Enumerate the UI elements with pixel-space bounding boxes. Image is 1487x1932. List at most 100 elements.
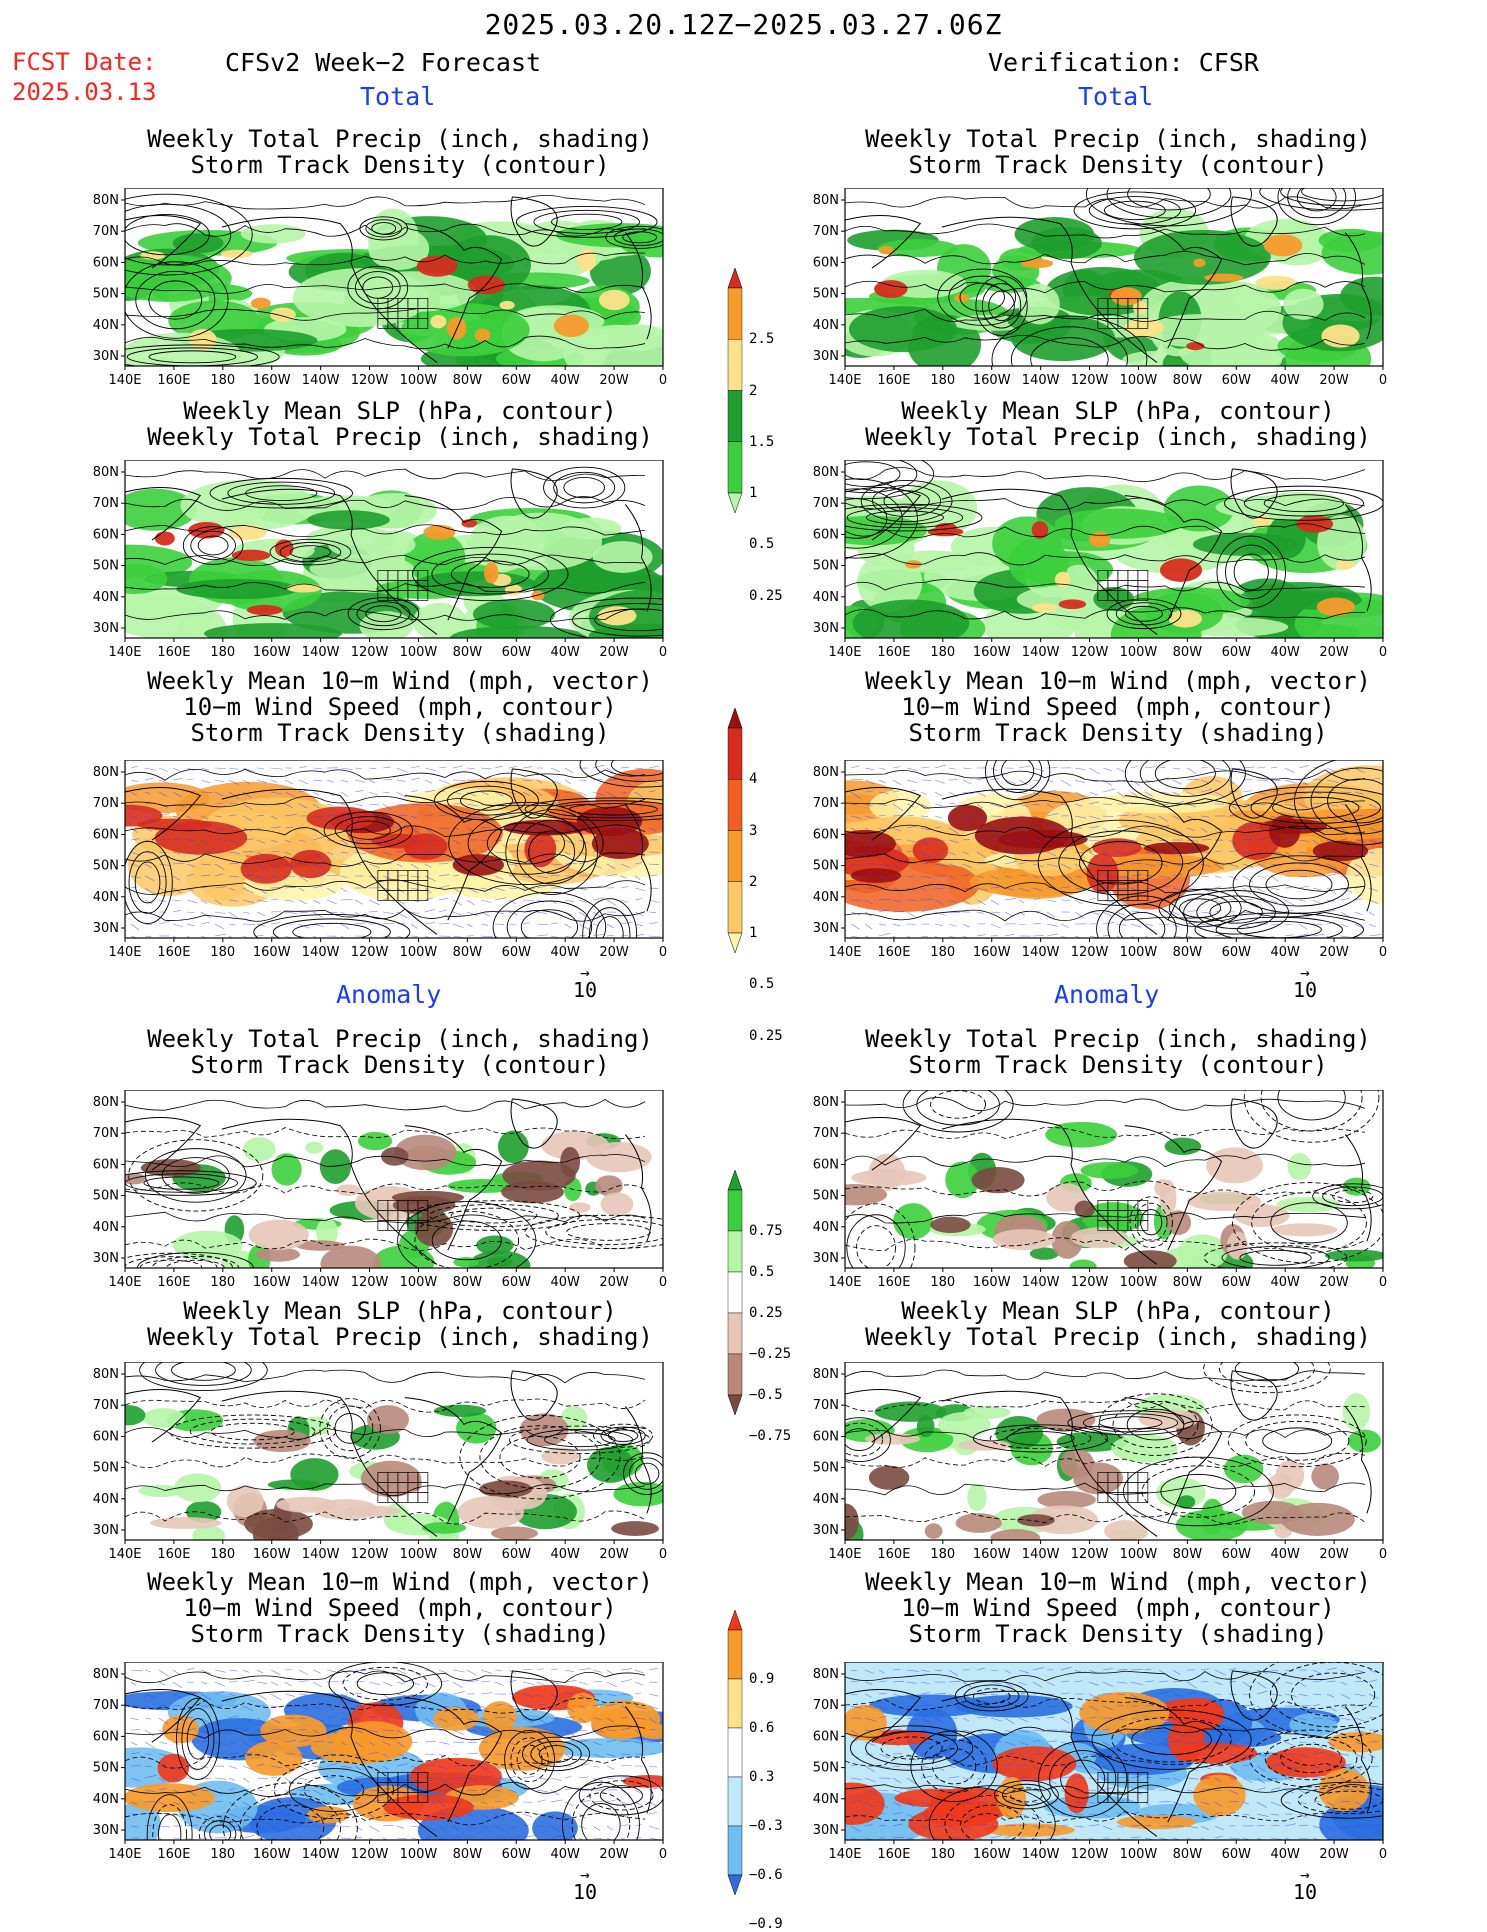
colorbar-tick-label: 1.5	[749, 434, 774, 450]
lon-label: 180	[210, 1547, 235, 1562]
lat-label: 60N	[93, 527, 119, 542]
lon-label: 140W	[302, 645, 340, 660]
lon-label: 140W	[302, 373, 340, 388]
lat-label: 50N	[93, 1461, 119, 1476]
arrow-icon: →	[565, 968, 605, 978]
lon-label: 80W	[453, 1547, 483, 1562]
arrow-icon: →	[1285, 1870, 1325, 1880]
lon-label: 120W	[351, 945, 389, 960]
panel-title-line: Storm Track Density (shading)	[125, 720, 675, 747]
lon-label: 20W	[1319, 645, 1349, 660]
colorbar-tick-label: 0.5	[749, 1264, 774, 1280]
lat-label: 30N	[813, 921, 839, 936]
lon-label: 100W	[1120, 1547, 1158, 1562]
colorbar	[725, 708, 745, 957]
lat-label: 50N	[93, 1189, 119, 1204]
lon-label: 160E	[157, 1275, 190, 1290]
lat-label: 50N	[813, 287, 839, 302]
colorbar-tick-label: 0.6	[749, 1720, 774, 1736]
colorbar-tick-label: 0.9	[749, 1671, 774, 1687]
lat-label: 30N	[813, 1251, 839, 1266]
panel-title-line: Weekly Total Precip (inch, shading)	[125, 424, 675, 451]
lon-label: 100W	[1120, 645, 1158, 660]
lon-label: 160W	[253, 373, 291, 388]
colorbar-tick-label: 2	[749, 383, 757, 399]
lon-label: 180	[930, 945, 955, 960]
lat-label: 30N	[93, 1251, 119, 1266]
lon-label: 160W	[253, 645, 291, 660]
panel-title-line: 10−m Wind Speed (mph, contour)	[125, 694, 675, 721]
lat-label: 50N	[813, 1189, 839, 1204]
lon-label: 0	[1379, 645, 1387, 660]
panel-title-line: Weekly Total Precip (inch, shading)	[125, 1026, 675, 1053]
left-heading: CFSv2 Week−2 Forecast	[225, 48, 541, 77]
lon-label: 40W	[550, 1275, 580, 1290]
lat-label: 40N	[93, 590, 119, 605]
lon-label: 60W	[502, 1547, 532, 1562]
colorbar-tick-label: 0.5	[749, 536, 774, 552]
lat-label: 70N	[813, 224, 839, 239]
colorbar-tick-label: −0.75	[749, 1428, 791, 1444]
lat-label: 70N	[813, 1398, 839, 1413]
lat-label: 80N	[813, 193, 839, 208]
lat-label: 30N	[93, 921, 119, 936]
lon-label: 140E	[108, 945, 141, 960]
colorbar	[725, 1610, 745, 1899]
lat-label: 60N	[813, 1157, 839, 1172]
lon-label: 60W	[1222, 1547, 1252, 1562]
lon-label: 140W	[302, 1547, 340, 1562]
lon-label: 120W	[351, 1847, 389, 1862]
lat-label: 70N	[813, 1126, 839, 1141]
colorbar-tick-label: −0.6	[749, 1867, 783, 1883]
lon-label: 140E	[828, 945, 861, 960]
panel-title-line: Weekly Total Precip (inch, shading)	[125, 126, 675, 153]
lon-label: 20W	[599, 1275, 629, 1290]
vector-reference: →10	[1285, 968, 1325, 1002]
lon-label: 120W	[351, 1275, 389, 1290]
colorbar-tick-label: 0.3	[749, 1769, 774, 1785]
lon-label: 80W	[1173, 1847, 1203, 1862]
lon-label: 160E	[877, 945, 910, 960]
lon-label: 140W	[1022, 1275, 1060, 1290]
lon-label: 0	[659, 1547, 667, 1562]
lon-label: 60W	[1222, 645, 1252, 660]
colorbar-tick-label: 2.5	[749, 331, 774, 347]
lon-label: 180	[210, 945, 235, 960]
lon-label: 160E	[157, 645, 190, 660]
lat-label: 50N	[93, 1761, 119, 1776]
panel-title-line: Storm Track Density (shading)	[843, 1621, 1393, 1648]
colorbar-tick-label: 4	[749, 771, 757, 787]
lat-label: 30N	[93, 1523, 119, 1538]
panel-title-line: Weekly Mean SLP (hPa, contour)	[125, 398, 675, 425]
lon-label: 60W	[502, 645, 532, 660]
left-anomaly-label: Anomaly	[336, 980, 441, 1009]
lon-label: 160W	[253, 1275, 291, 1290]
lon-label: 100W	[400, 1847, 438, 1862]
lat-label: 80N	[813, 1667, 839, 1682]
vector-reference: →10	[1285, 1870, 1325, 1904]
fcst-date-label: FCST Date:	[12, 48, 157, 76]
lat-label: 50N	[813, 559, 839, 574]
panel-title-line: Storm Track Density (shading)	[125, 1621, 675, 1648]
colorbar-tick-label: −0.3	[749, 1818, 783, 1834]
lon-label: 120W	[351, 1547, 389, 1562]
lon-label: 40W	[1270, 945, 1300, 960]
lon-label: 20W	[599, 373, 629, 388]
lat-label: 40N	[813, 590, 839, 605]
lon-label: 60W	[1222, 373, 1252, 388]
lon-label: 120W	[1071, 1275, 1109, 1290]
colorbar-tick-label: −0.25	[749, 1346, 791, 1362]
lon-label: 140E	[108, 1847, 141, 1862]
lat-label: 30N	[93, 1823, 119, 1838]
lon-label: 140E	[108, 645, 141, 660]
lon-label: 80W	[453, 1275, 483, 1290]
lon-label: 40W	[1270, 373, 1300, 388]
panel-title-line: Weekly Total Precip (inch, shading)	[843, 424, 1393, 451]
lat-label: 30N	[813, 621, 839, 636]
lon-label: 140W	[302, 1847, 340, 1862]
